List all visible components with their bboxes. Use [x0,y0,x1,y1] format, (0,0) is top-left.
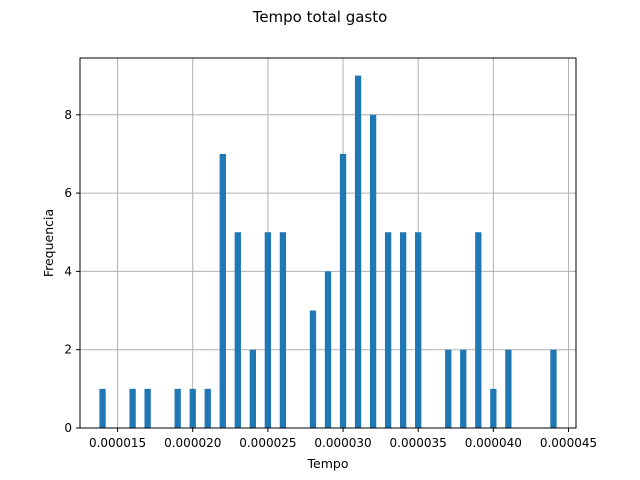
histogram-bar [475,232,481,428]
histogram-bars [99,76,556,428]
histogram-bar [129,389,135,428]
histogram-bar [340,154,346,428]
y-tick-label: 2 [64,343,72,357]
y-tick-label: 4 [64,264,72,278]
y-axis-label: Frequencia [41,209,56,277]
histogram-bar [144,389,150,428]
x-tick-label: 0.000045 [540,436,597,450]
histogram-bar [415,232,421,428]
x-tick-label: 0.000020 [164,436,221,450]
histogram-bar [265,232,271,428]
histogram-bar [190,389,196,428]
histogram-bar [250,350,256,428]
histogram-bar [310,311,316,428]
histogram-bar [235,232,241,428]
histogram-bar [99,389,105,428]
x-tick-label: 0.000025 [239,436,296,450]
histogram-bar [370,115,376,428]
histogram-bar [400,232,406,428]
histogram-bar [490,389,496,428]
histogram-bar [445,350,451,428]
histogram-bar [385,232,391,428]
histogram-bar [175,389,181,428]
chart-title: Tempo total gasto [252,8,388,26]
histogram-bar [325,271,331,428]
histogram-bar [550,350,556,428]
y-tick-label: 8 [64,108,72,122]
histogram-bar [460,350,466,428]
y-tick-label: 6 [64,186,72,200]
histogram-bar [355,76,361,428]
histogram-bar [220,154,226,428]
x-axis-label: Tempo [307,456,349,471]
histogram-bar [205,389,211,428]
x-tick-label: 0.000030 [314,436,371,450]
histogram-bar [505,350,511,428]
y-tick-label: 0 [64,421,72,435]
x-tick-label: 0.000015 [89,436,146,450]
x-tick-label: 0.000040 [465,436,522,450]
x-tick-label: 0.000035 [390,436,447,450]
histogram-bar [280,232,286,428]
